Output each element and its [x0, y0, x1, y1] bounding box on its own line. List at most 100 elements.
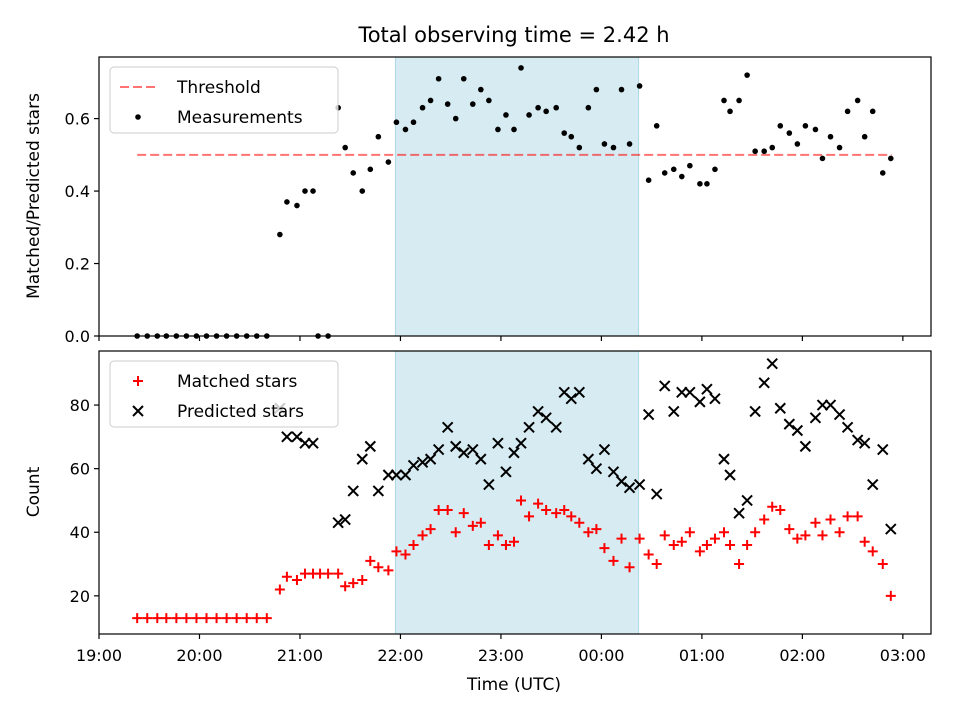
measurement-point [744, 72, 750, 78]
predicted-star-point [424, 453, 437, 465]
legend: Threshold Measurements [109, 66, 339, 134]
matched-star-point [651, 559, 662, 570]
matched-star-point [643, 549, 654, 560]
measurement-point [410, 119, 417, 126]
predicted-star-point [824, 399, 837, 411]
matched-star-point [742, 539, 753, 550]
measurement-point [393, 119, 400, 126]
matched-star-point [281, 571, 292, 582]
predicted-star-point [372, 485, 385, 497]
measurement-point [460, 75, 467, 82]
x-tick-label: 02:00 [779, 646, 825, 665]
predicted-star-point [432, 443, 445, 456]
matched-star-point [842, 511, 853, 522]
measurement-point [844, 108, 851, 115]
measurement-point [601, 141, 608, 147]
matched-star-point [475, 517, 486, 528]
legend-box [109, 66, 339, 134]
measurement-point [385, 159, 392, 165]
predicted-star-point [475, 453, 487, 465]
predicted-star-point [615, 475, 628, 488]
matched-star-point [348, 578, 359, 589]
predicted-star-point [441, 421, 454, 434]
matched-star-point [701, 539, 712, 550]
predicted-star-point [650, 488, 663, 500]
matched-star-point [719, 527, 730, 538]
predicted-star-point [607, 466, 620, 478]
matched-star-point [684, 527, 695, 538]
matched-star-point [291, 574, 302, 585]
legend-predicted-swatch [132, 405, 144, 417]
observing-window-shade [394, 56, 640, 337]
measurement-point [503, 112, 509, 118]
measurement-point [861, 133, 868, 140]
matched-star-point [201, 613, 212, 624]
matched-star-point [181, 613, 192, 624]
matched-star-point [533, 498, 544, 509]
predicted-star-point [590, 462, 603, 475]
measurement-point [310, 188, 316, 194]
measurement-point [435, 75, 442, 82]
matched-star-point [383, 565, 394, 576]
predicted-star-point [851, 434, 864, 446]
matched-star-point [211, 613, 222, 624]
x-tick-label: 00:00 [578, 646, 624, 665]
measurement-point [727, 108, 733, 115]
predicted-star-point [724, 469, 736, 481]
matched-star-point [221, 613, 232, 624]
matched-star-point [161, 613, 172, 624]
measurement-point [419, 104, 426, 111]
measurement-point [277, 231, 283, 238]
observing-window-shade [394, 350, 640, 635]
x-tick-label: 19:00 [76, 646, 122, 665]
measurement-point [721, 97, 727, 104]
matched-star-point [800, 530, 811, 541]
matched-star-point [333, 568, 344, 579]
matched-star-point [241, 613, 252, 624]
matched-star-point [551, 508, 562, 519]
predicted-star-point [356, 453, 368, 465]
measurement-point [618, 86, 625, 93]
predicted-star-point [718, 453, 730, 465]
predicted-star-point [508, 447, 520, 459]
predicted-star-point [407, 459, 420, 472]
measurement-point [679, 173, 685, 180]
matched-star-point [400, 549, 411, 560]
measurement-point [697, 181, 703, 187]
predicted-star-point [390, 469, 403, 481]
measurement-point [359, 188, 366, 194]
count-y-axis-label: Count [24, 466, 44, 517]
legend-label: Threshold [176, 78, 261, 98]
predicted-star-point [694, 396, 706, 408]
predicted-star-point [565, 392, 577, 405]
matched-star-point [425, 524, 436, 535]
measurement-point [836, 144, 843, 151]
ratio-y-axis-label: Matched/Predicted stars [24, 93, 44, 299]
matched-star-point [541, 504, 552, 515]
measurement-point [812, 126, 819, 133]
measurement-point [495, 126, 501, 133]
measurement-point [526, 112, 532, 118]
matched-star-point [767, 501, 778, 512]
predicted-star-point [642, 408, 655, 421]
matched-star-point [784, 524, 795, 535]
matched-star-point [877, 559, 888, 570]
matched-star-point [408, 539, 419, 550]
predicted-star-point [701, 383, 713, 395]
predicted-star-point [885, 523, 897, 535]
measurement-point [769, 144, 776, 151]
legend-measurement-swatch [135, 114, 141, 120]
matched-star-point [725, 539, 736, 550]
y-tick-label: 20 [70, 587, 90, 606]
measurement-point [712, 166, 718, 173]
measurement-point [469, 101, 476, 107]
matched-star-point [775, 504, 786, 515]
matched-star-point [591, 524, 602, 535]
matched-star-point [524, 511, 535, 522]
matched-star-point [516, 495, 527, 506]
matched-star-point [508, 536, 519, 547]
matched-star-point [634, 533, 645, 544]
measurement-point [478, 86, 484, 93]
matched-star-point [191, 613, 202, 624]
x-tick-label: 23:00 [478, 646, 524, 665]
